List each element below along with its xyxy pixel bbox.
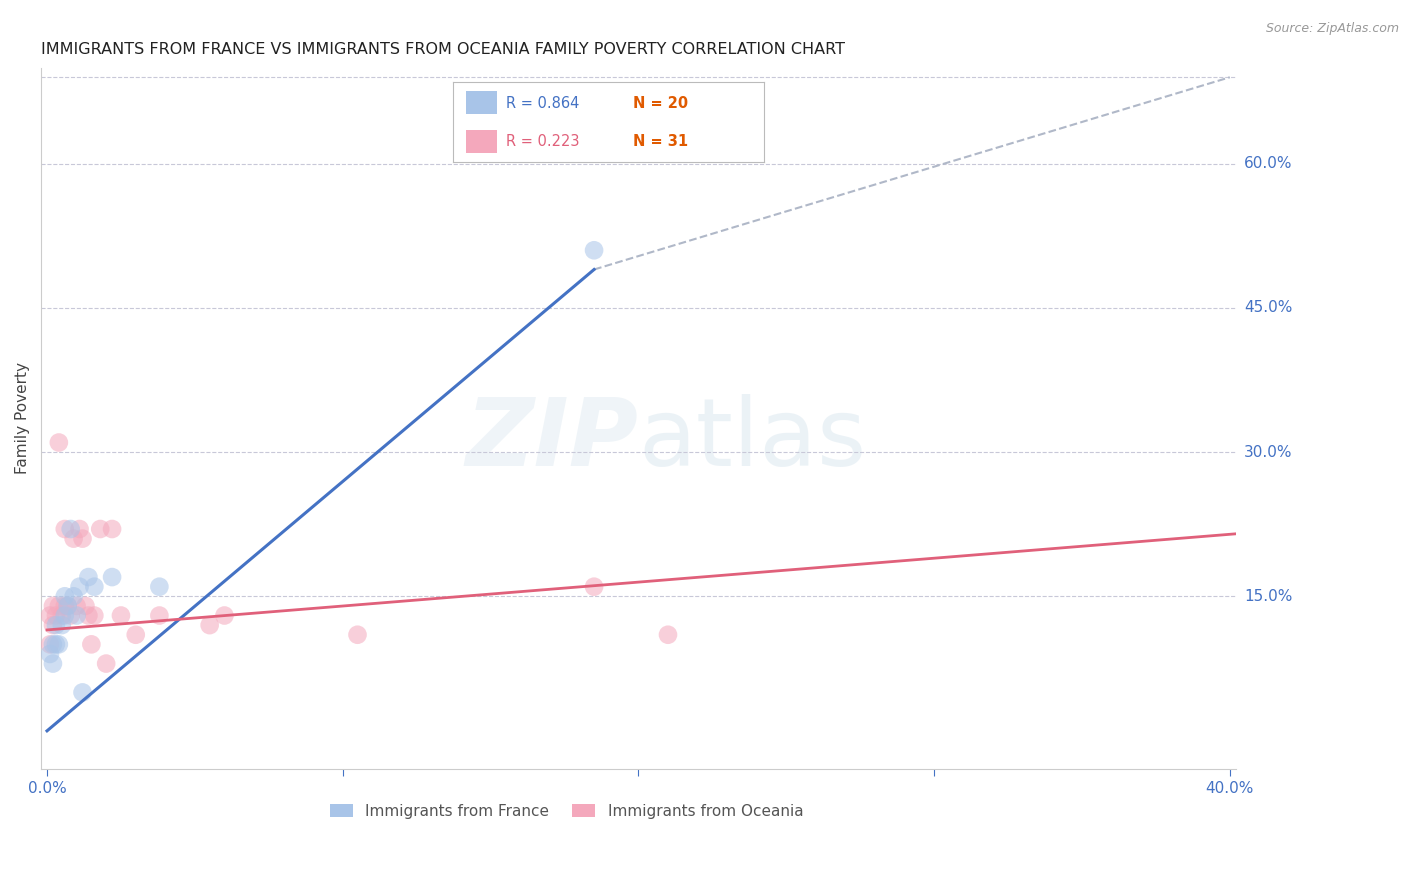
Point [42, 618, 65, 632]
Text: 45.0%: 45.0% [1244, 301, 1292, 316]
Point [42, 599, 65, 613]
Point [214, 608, 236, 623]
Point [39, 647, 62, 661]
Point [53, 599, 76, 613]
Point [346, 628, 368, 642]
Point [96, 657, 118, 671]
Point [198, 618, 221, 632]
Point [48, 599, 70, 613]
Point [62, 532, 84, 546]
Point [77, 570, 100, 584]
Point [89, 522, 111, 536]
Point [45, 618, 67, 632]
Text: IMMIGRANTS FROM FRANCE VS IMMIGRANTS FROM OCEANIA FAMILY POVERTY CORRELATION CHA: IMMIGRANTS FROM FRANCE VS IMMIGRANTS FRO… [41, 42, 845, 57]
Point [45, 608, 67, 623]
Y-axis label: Family Poverty: Family Poverty [15, 362, 30, 475]
Point [65, 599, 87, 613]
Point [77, 608, 100, 623]
Point [53, 522, 76, 536]
Legend: Immigrants from France, Immigrants from Oceania: Immigrants from France, Immigrants from … [325, 797, 810, 825]
Point [42, 637, 65, 651]
Point [39, 637, 62, 651]
Point [45, 637, 67, 651]
Point [62, 589, 84, 603]
Point [657, 628, 679, 642]
Text: 30.0%: 30.0% [1244, 444, 1292, 459]
Point [72, 685, 94, 699]
Point [83, 580, 105, 594]
Point [51, 608, 73, 623]
Point [101, 570, 124, 584]
Point [53, 608, 76, 623]
Point [125, 628, 148, 642]
Point [48, 435, 70, 450]
Point [72, 532, 94, 546]
Point [583, 244, 606, 258]
Point [56, 599, 79, 613]
Text: atlas: atlas [638, 393, 866, 485]
Point [110, 608, 132, 623]
Point [65, 608, 87, 623]
Text: 15.0%: 15.0% [1244, 589, 1292, 604]
Text: ZIP: ZIP [465, 393, 638, 485]
Text: 60.0%: 60.0% [1244, 156, 1292, 171]
Point [53, 589, 76, 603]
Point [69, 522, 91, 536]
Point [59, 608, 82, 623]
Point [51, 618, 73, 632]
Point [75, 599, 97, 613]
Point [80, 637, 103, 651]
Point [148, 580, 170, 594]
Point [83, 608, 105, 623]
Point [56, 599, 79, 613]
Point [59, 522, 82, 536]
Point [101, 522, 124, 536]
Point [42, 657, 65, 671]
Point [69, 580, 91, 594]
Point [583, 580, 606, 594]
Point [48, 637, 70, 651]
Point [39, 608, 62, 623]
Text: Source: ZipAtlas.com: Source: ZipAtlas.com [1265, 22, 1399, 36]
Point [148, 608, 170, 623]
